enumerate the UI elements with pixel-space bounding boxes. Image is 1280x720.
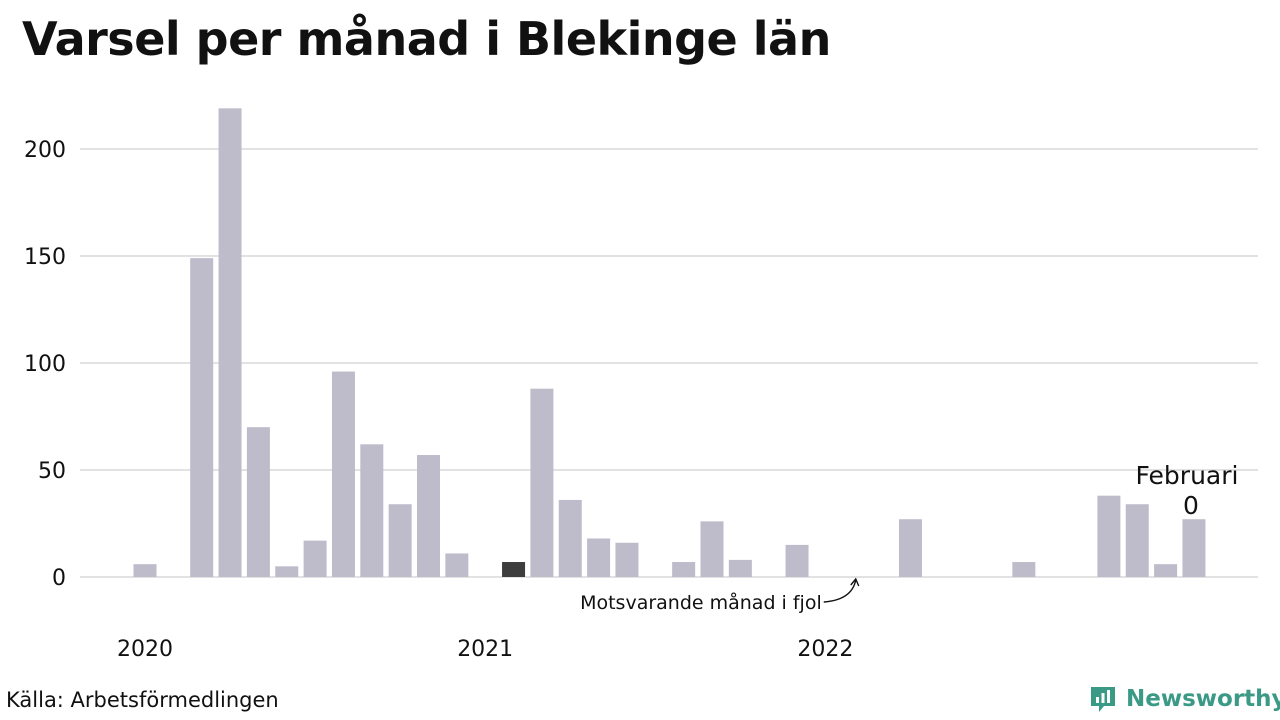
bar: [1012, 562, 1036, 577]
newsworthy-logo-icon: [1091, 687, 1115, 712]
annotation-latest-value: 0: [1183, 491, 1199, 520]
bar: [728, 559, 752, 577]
bar: [190, 258, 214, 577]
bar: [615, 542, 639, 577]
bar: [445, 553, 469, 577]
bar: [331, 371, 355, 577]
bar-chart: 0 50 100 150 200 2020 2021 2022 Motsvarande må…: [24, 108, 1258, 662]
brand-logo: Newsworthy: [1088, 684, 1280, 714]
bar: [218, 108, 242, 577]
bar: [275, 566, 299, 577]
bar: [502, 562, 526, 577]
bar: [587, 538, 611, 577]
chart-title: Varsel per månad i Blekinge län: [22, 12, 831, 66]
source-note: Källa: Arbetsförmedlingen: [6, 688, 279, 712]
x-tick-label: 2022: [797, 637, 853, 662]
x-tick-label: 2020: [117, 637, 173, 662]
bar: [672, 562, 696, 577]
y-tick-label: 200: [24, 138, 66, 163]
bar: [530, 388, 554, 577]
y-tick-label: 150: [24, 245, 66, 270]
bar: [133, 564, 157, 577]
x-tick-label: 2021: [457, 637, 513, 662]
bar: [898, 519, 922, 577]
bar: [1182, 519, 1206, 577]
bar: [700, 521, 724, 577]
bar: [785, 544, 809, 577]
bar: [1154, 564, 1178, 577]
y-tick-label: 100: [24, 352, 66, 377]
y-tick-label: 0: [52, 566, 66, 591]
annotation-arrow: [823, 579, 857, 603]
x-axis-ticks: 2020 2021 2022: [117, 637, 853, 662]
y-tick-label: 50: [38, 459, 66, 484]
bar: [1125, 504, 1149, 577]
bar: [417, 455, 440, 577]
bar: [558, 499, 582, 577]
bar: [360, 444, 384, 577]
bar: [388, 504, 412, 577]
bars: [133, 108, 1206, 577]
annotation-arrowhead: [850, 577, 860, 587]
brand-name: Newsworthy: [1126, 686, 1280, 712]
bar: [1097, 495, 1121, 577]
y-axis-ticks: 0 50 100 150 200: [24, 138, 66, 591]
bar: [303, 540, 327, 577]
annotation-latest-month: Februari: [1136, 461, 1239, 490]
bar: [246, 427, 270, 577]
annotation-corresponding-month: Motsvarande månad i fjol: [580, 591, 822, 614]
